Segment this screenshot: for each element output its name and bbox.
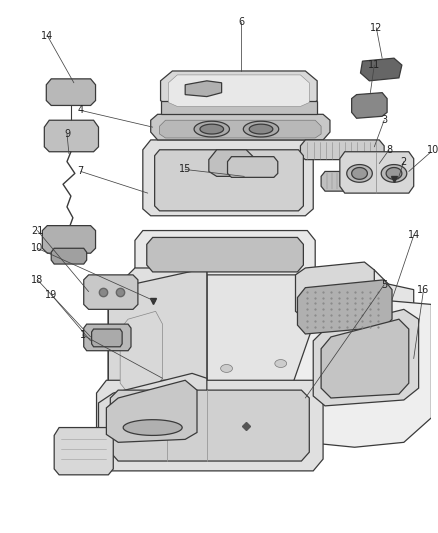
Text: 14: 14 (408, 230, 420, 240)
Polygon shape (276, 300, 431, 447)
Text: 4: 4 (78, 106, 84, 115)
Polygon shape (296, 262, 374, 319)
Text: 12: 12 (370, 22, 382, 33)
Text: 14: 14 (41, 30, 53, 41)
Polygon shape (108, 268, 414, 442)
Polygon shape (207, 268, 414, 442)
Polygon shape (123, 419, 182, 435)
Polygon shape (155, 150, 304, 211)
Text: 16: 16 (417, 285, 430, 295)
Polygon shape (135, 231, 315, 275)
Text: 5: 5 (381, 280, 387, 290)
Text: 15: 15 (179, 165, 191, 174)
Polygon shape (96, 380, 323, 471)
Text: 19: 19 (45, 289, 57, 300)
Polygon shape (120, 311, 162, 393)
Polygon shape (108, 268, 207, 430)
Polygon shape (92, 329, 122, 347)
Polygon shape (381, 165, 407, 182)
Polygon shape (209, 150, 256, 176)
Polygon shape (108, 268, 207, 413)
Polygon shape (321, 172, 406, 191)
Text: 10: 10 (31, 243, 43, 253)
Polygon shape (249, 124, 273, 134)
Text: 7: 7 (78, 166, 84, 176)
Polygon shape (313, 309, 419, 406)
Polygon shape (99, 374, 207, 447)
Text: 1: 1 (80, 330, 86, 340)
Polygon shape (185, 81, 222, 96)
Polygon shape (110, 390, 309, 461)
Text: 21: 21 (31, 225, 44, 236)
Text: 9: 9 (64, 129, 70, 139)
Polygon shape (352, 167, 367, 179)
Polygon shape (151, 140, 305, 201)
Polygon shape (84, 275, 138, 309)
Polygon shape (46, 79, 95, 106)
Polygon shape (106, 380, 197, 442)
Polygon shape (151, 114, 330, 140)
Text: 3: 3 (381, 115, 387, 125)
Polygon shape (159, 120, 321, 138)
Polygon shape (347, 165, 372, 182)
Text: 18: 18 (31, 275, 43, 285)
Polygon shape (42, 225, 95, 253)
Polygon shape (44, 120, 99, 152)
Polygon shape (161, 71, 317, 110)
Polygon shape (352, 93, 387, 118)
Text: 8: 8 (386, 145, 392, 155)
Polygon shape (386, 167, 402, 179)
Polygon shape (51, 248, 87, 264)
Polygon shape (360, 58, 402, 81)
Text: 2: 2 (401, 157, 407, 167)
Polygon shape (194, 121, 230, 137)
Polygon shape (200, 124, 223, 134)
Polygon shape (300, 140, 384, 159)
Text: 6: 6 (238, 17, 244, 27)
Polygon shape (169, 75, 309, 107)
Text: 10: 10 (427, 145, 438, 155)
Polygon shape (161, 101, 317, 114)
Polygon shape (143, 140, 313, 216)
Polygon shape (340, 152, 414, 193)
Polygon shape (221, 365, 233, 373)
Polygon shape (84, 324, 131, 351)
Text: 11: 11 (368, 60, 381, 70)
Polygon shape (275, 360, 286, 367)
Polygon shape (227, 157, 278, 177)
Polygon shape (54, 427, 113, 475)
Polygon shape (244, 121, 279, 137)
Polygon shape (321, 319, 409, 398)
Polygon shape (147, 237, 304, 272)
Polygon shape (297, 280, 392, 334)
